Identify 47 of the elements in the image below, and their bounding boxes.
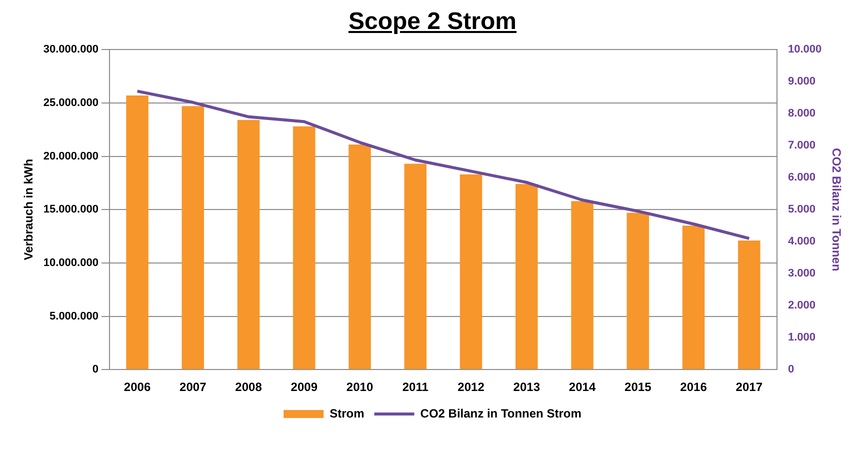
y2-tick-label: 1.000 (788, 332, 816, 344)
x-tick-label: 2007 (180, 380, 207, 394)
y-tick-label: 10.000.000 (43, 256, 98, 269)
bar (348, 144, 371, 370)
x-tick-label: 2014 (568, 380, 596, 394)
y2-tick-label: 5.000 (788, 204, 816, 216)
x-tick-label: 2016 (680, 380, 708, 394)
bar (738, 240, 760, 370)
bar (404, 164, 427, 370)
y-tick-label: 30.000.000 (43, 44, 98, 56)
bar (182, 106, 204, 370)
x-tick-label: 2013 (513, 380, 540, 394)
x-tick-label: 2010 (346, 380, 374, 394)
y2-tick-label: 9.000 (788, 76, 816, 88)
y2-tick-label: 4.000 (788, 236, 816, 248)
y-tick-label: 25.000.000 (43, 96, 98, 109)
bar (516, 184, 538, 370)
y-tick-label: 20.000.000 (43, 150, 98, 162)
bar (293, 126, 316, 370)
chart-title: Scope 2 Strom (347, 8, 518, 36)
y2-tick-label: 10.000 (788, 44, 822, 56)
bar (571, 201, 594, 370)
y2-tick-label: 7.000 (788, 140, 816, 152)
x-tick-label: 2011 (402, 380, 429, 394)
x-tick-label: 2008 (235, 380, 262, 394)
y-tick-label: 0 (92, 364, 98, 376)
y2-tick-label: 3.000 (788, 268, 816, 280)
y2-axis-title: CO2 Bilanz in Tonnen (829, 148, 844, 272)
bar (682, 226, 705, 370)
x-tick-label: 2006 (124, 380, 151, 394)
y-tick-label: 5.000.000 (50, 310, 98, 322)
y2-tick-label: 6.000 (788, 172, 816, 184)
y2-tick-label: 0 (788, 364, 794, 376)
y-axis-title: Verbrauch in kWh (22, 158, 36, 260)
x-tick-label: 2017 (736, 380, 763, 394)
x-tick-label: 2009 (290, 380, 318, 394)
legend-label: Strom (330, 406, 364, 420)
legend-label: CO2 Bilanz in Tonnen Strom (420, 406, 582, 420)
bar (237, 120, 260, 370)
bar (626, 212, 650, 370)
x-tick-label: 2015 (624, 380, 652, 394)
y-tick-label: 15.000.000 (43, 204, 98, 216)
y2-tick-label: 8.000 (788, 108, 816, 120)
y2-tick-label: 2.000 (788, 300, 816, 312)
bar (460, 174, 482, 370)
x-tick-label: 2012 (458, 380, 485, 394)
bar (126, 95, 148, 370)
